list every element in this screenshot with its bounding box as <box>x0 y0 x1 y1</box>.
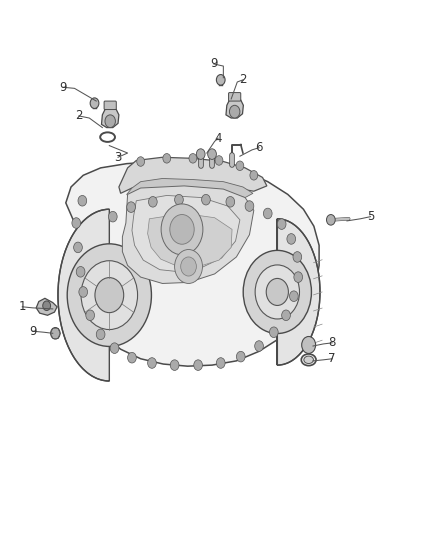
Circle shape <box>72 217 81 228</box>
Circle shape <box>282 310 290 320</box>
Circle shape <box>170 215 194 244</box>
FancyBboxPatch shape <box>104 101 116 110</box>
Circle shape <box>127 202 135 213</box>
Polygon shape <box>226 98 244 118</box>
Polygon shape <box>148 214 232 266</box>
Polygon shape <box>36 298 57 316</box>
Circle shape <box>277 219 286 229</box>
Circle shape <box>263 208 272 219</box>
Circle shape <box>43 301 50 311</box>
Circle shape <box>216 358 225 368</box>
Circle shape <box>175 195 184 205</box>
Circle shape <box>269 327 278 337</box>
Circle shape <box>266 278 288 305</box>
FancyBboxPatch shape <box>229 93 241 101</box>
Circle shape <box>243 251 311 334</box>
Polygon shape <box>58 209 110 381</box>
Circle shape <box>105 115 116 127</box>
Circle shape <box>163 154 171 163</box>
Circle shape <box>78 196 87 206</box>
Polygon shape <box>132 196 240 272</box>
Text: 7: 7 <box>328 352 336 365</box>
Circle shape <box>189 154 197 163</box>
Circle shape <box>216 75 225 85</box>
Polygon shape <box>102 108 119 127</box>
Circle shape <box>196 149 205 159</box>
Circle shape <box>175 249 202 284</box>
Circle shape <box>76 266 85 277</box>
Text: 8: 8 <box>328 336 336 349</box>
Circle shape <box>290 291 298 302</box>
Circle shape <box>326 215 335 225</box>
Circle shape <box>79 287 88 297</box>
Circle shape <box>254 341 263 351</box>
Circle shape <box>161 204 203 255</box>
Text: 9: 9 <box>29 325 36 338</box>
Text: 3: 3 <box>114 151 122 164</box>
Text: 2: 2 <box>75 109 83 123</box>
Text: 5: 5 <box>367 210 374 223</box>
Circle shape <box>250 171 258 180</box>
Polygon shape <box>119 157 267 193</box>
Text: 9: 9 <box>60 81 67 94</box>
Circle shape <box>137 157 145 166</box>
Circle shape <box>215 156 223 165</box>
Circle shape <box>110 343 119 353</box>
Ellipse shape <box>304 356 314 364</box>
Circle shape <box>67 244 152 346</box>
Circle shape <box>148 358 156 368</box>
Circle shape <box>245 201 254 212</box>
Circle shape <box>148 197 157 207</box>
Ellipse shape <box>301 354 316 366</box>
Circle shape <box>96 329 105 340</box>
Text: 1: 1 <box>18 300 26 313</box>
Circle shape <box>226 197 235 207</box>
Polygon shape <box>122 186 254 284</box>
Circle shape <box>95 278 124 313</box>
Circle shape <box>237 351 245 362</box>
Circle shape <box>90 98 99 109</box>
Circle shape <box>287 233 296 244</box>
Polygon shape <box>66 161 319 366</box>
Polygon shape <box>127 179 253 198</box>
Text: 2: 2 <box>239 74 247 86</box>
Circle shape <box>236 161 244 171</box>
Circle shape <box>302 336 316 353</box>
Circle shape <box>201 195 210 205</box>
Circle shape <box>294 272 303 282</box>
Circle shape <box>255 265 300 319</box>
Polygon shape <box>277 219 320 365</box>
Circle shape <box>293 252 302 262</box>
Text: 9: 9 <box>210 58 218 70</box>
Circle shape <box>74 242 82 253</box>
Circle shape <box>81 261 138 329</box>
Text: 6: 6 <box>255 141 263 154</box>
Circle shape <box>208 149 216 159</box>
Circle shape <box>86 310 95 320</box>
Circle shape <box>181 257 196 276</box>
Circle shape <box>109 212 117 222</box>
Text: 4: 4 <box>214 132 222 144</box>
Circle shape <box>170 360 179 370</box>
Circle shape <box>194 360 202 370</box>
Circle shape <box>50 327 60 339</box>
Circle shape <box>230 106 240 118</box>
Circle shape <box>127 352 136 363</box>
